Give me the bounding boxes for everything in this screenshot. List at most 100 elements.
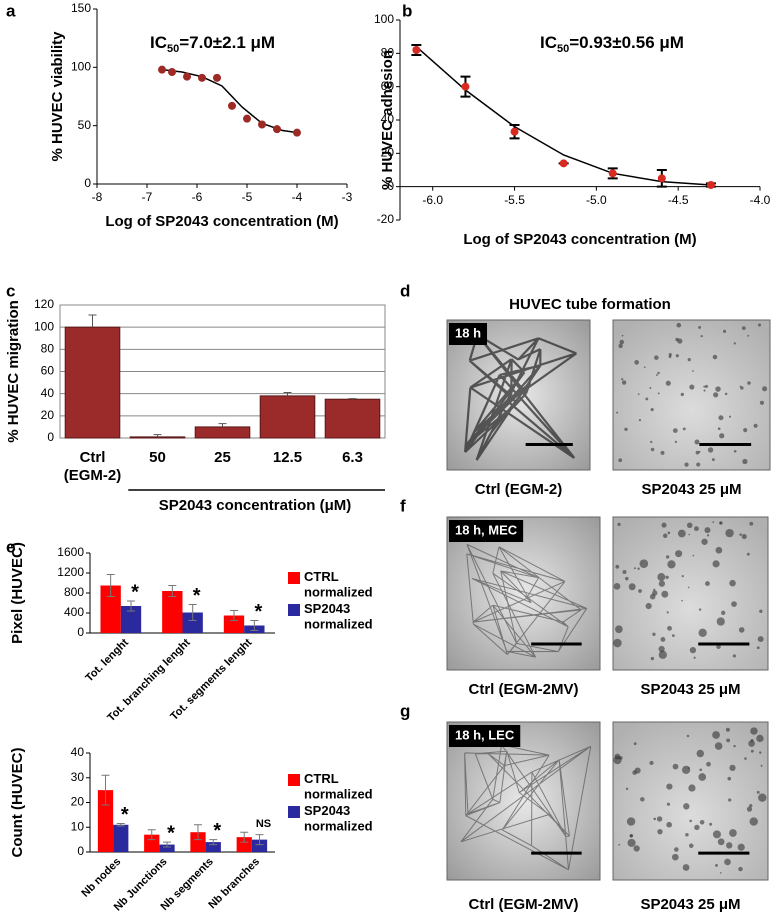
annotation-part: IC bbox=[150, 33, 167, 52]
cell-cluster bbox=[674, 440, 678, 444]
cell-cluster bbox=[712, 521, 715, 523]
cell-cluster bbox=[699, 768, 703, 772]
cell-cluster bbox=[687, 766, 690, 769]
y-tick-label: 40 bbox=[41, 386, 55, 400]
cell-cluster bbox=[652, 590, 658, 596]
annotation: * bbox=[213, 820, 221, 842]
cell-cluster bbox=[618, 843, 621, 846]
cell-cluster bbox=[729, 829, 737, 837]
cell-cluster bbox=[688, 784, 696, 792]
cell-cluster bbox=[742, 458, 748, 465]
cell-cluster bbox=[712, 354, 718, 360]
y-tick-label: 0 bbox=[387, 179, 394, 193]
y-tick-label: 100 bbox=[71, 60, 91, 74]
cell-cluster bbox=[653, 817, 657, 821]
badge-label: 18 h, LEC bbox=[455, 727, 515, 742]
cell-cluster bbox=[654, 355, 659, 360]
badge-label: 18 h bbox=[455, 325, 481, 340]
annotation: * bbox=[167, 822, 175, 844]
cell-cluster bbox=[757, 323, 762, 327]
cell-cluster bbox=[688, 533, 691, 536]
caption: Ctrl (EGM-2) bbox=[475, 481, 563, 498]
y-tick-label: 20 bbox=[41, 408, 55, 422]
data-point bbox=[412, 46, 421, 54]
bar bbox=[100, 585, 121, 633]
bar bbox=[162, 591, 183, 633]
cell-cluster bbox=[753, 423, 758, 428]
legend-label: CTRL normalized bbox=[304, 569, 373, 600]
y-tick-label: 80 bbox=[41, 342, 55, 356]
fit-line bbox=[161, 68, 298, 134]
y-tick-label: 1600 bbox=[57, 545, 84, 559]
error-bar bbox=[209, 839, 218, 846]
panel-title: HUVEC tube formation bbox=[509, 296, 671, 313]
cell-cluster bbox=[712, 560, 720, 568]
data-point bbox=[158, 65, 166, 74]
cell-cluster bbox=[658, 580, 666, 587]
panel-label: b bbox=[402, 1, 412, 20]
bar bbox=[113, 824, 129, 852]
cell-cluster bbox=[680, 392, 684, 397]
cell-cluster bbox=[692, 554, 695, 557]
y-axis-label: Count (HUVEC) bbox=[9, 748, 26, 858]
cell-cluster bbox=[616, 411, 619, 414]
cell-cluster bbox=[637, 567, 640, 570]
cell-cluster bbox=[639, 559, 649, 568]
data-point bbox=[243, 114, 251, 123]
cell-cluster bbox=[661, 522, 667, 528]
cell-cluster bbox=[724, 392, 728, 396]
cell-cluster bbox=[681, 599, 683, 602]
error-bar bbox=[88, 314, 97, 328]
bar bbox=[144, 834, 160, 852]
y-tick-label: 80 bbox=[381, 46, 395, 60]
cell-cluster bbox=[649, 760, 654, 766]
cell-cluster bbox=[698, 773, 707, 781]
cell-cluster bbox=[682, 864, 690, 871]
cell-cluster bbox=[615, 564, 620, 569]
panel-label: a bbox=[6, 1, 16, 20]
annotation: * bbox=[193, 585, 201, 607]
cell-cluster bbox=[672, 763, 679, 770]
error-bar bbox=[255, 834, 264, 846]
cell-cluster bbox=[703, 389, 706, 392]
cell-cluster bbox=[725, 842, 733, 849]
legend-swatch bbox=[288, 806, 300, 818]
tube-network bbox=[460, 744, 592, 871]
y-axis-label: % HUVEC adhesion bbox=[379, 50, 396, 190]
cell-cluster bbox=[615, 625, 623, 634]
cell-cluster bbox=[716, 617, 725, 626]
badge bbox=[449, 725, 521, 747]
cell-cluster bbox=[706, 761, 711, 767]
y-tick-label: 400 bbox=[64, 605, 84, 619]
annotation: IC50=7.0±2.1 μM bbox=[150, 33, 275, 54]
error-bar bbox=[250, 620, 259, 631]
cell-cluster bbox=[657, 828, 663, 835]
cell-cluster bbox=[694, 824, 700, 831]
badge-label: 18 h, MEC bbox=[455, 522, 518, 537]
cell-cluster bbox=[725, 727, 730, 732]
cell-cluster bbox=[705, 581, 710, 586]
cell-cluster bbox=[714, 742, 723, 750]
cell-cluster bbox=[703, 385, 706, 388]
cell-cluster bbox=[621, 334, 624, 337]
x-tick-label: Nb nodes bbox=[79, 856, 123, 900]
cell-cluster bbox=[757, 636, 764, 643]
cell-cluster bbox=[667, 531, 671, 535]
cell-cluster bbox=[756, 790, 760, 794]
error-bar bbox=[229, 610, 238, 621]
cell-cluster bbox=[652, 632, 656, 636]
data-point bbox=[228, 101, 236, 110]
cell-cluster bbox=[666, 802, 671, 806]
cell-cluster bbox=[698, 608, 702, 611]
cell-cluster bbox=[650, 408, 654, 412]
cell-cluster bbox=[645, 602, 652, 610]
cell-cluster bbox=[657, 573, 666, 581]
cell-cluster bbox=[655, 374, 658, 376]
cell-cluster bbox=[759, 400, 765, 405]
cell-cluster bbox=[750, 727, 758, 735]
cell-cluster bbox=[660, 450, 665, 455]
cell-cluster bbox=[758, 793, 767, 802]
legend-label: SP2043 normalized bbox=[304, 601, 373, 632]
cell-cluster bbox=[732, 654, 737, 658]
error-bar bbox=[116, 823, 125, 827]
